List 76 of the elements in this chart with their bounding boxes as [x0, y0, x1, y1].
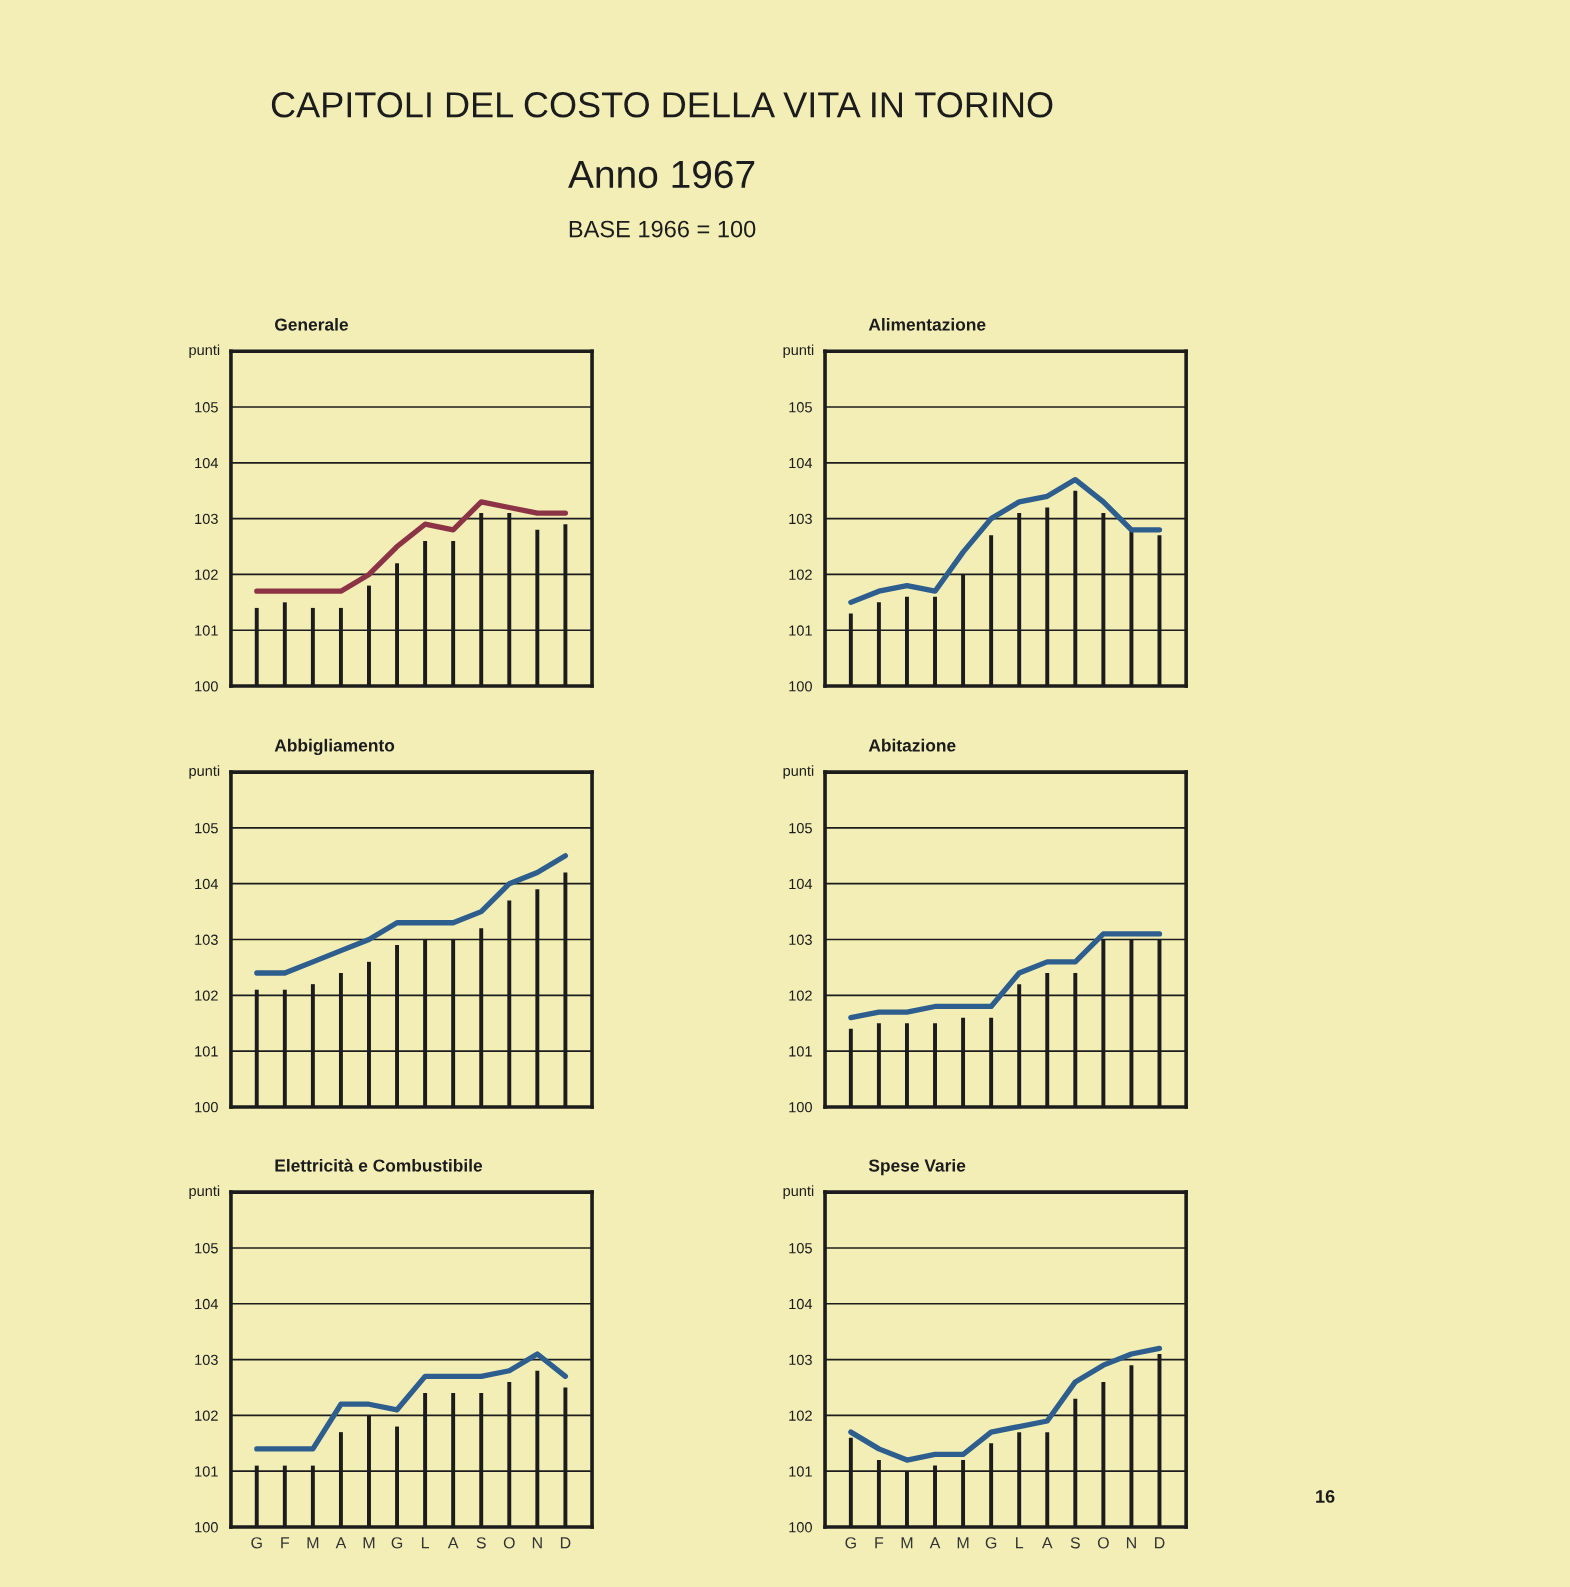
- y-tick-label: 100: [789, 681, 812, 692]
- x-tick-label: S: [1070, 1537, 1080, 1549]
- x-tick-label: A: [335, 1537, 347, 1549]
- y-tick-label: 104: [195, 457, 219, 469]
- text: BASE 1966 = 100: [569, 220, 756, 238]
- x-tick-label: M: [901, 1537, 913, 1549]
- chart-title: Spese Varie: [868, 1158, 966, 1176]
- y-axis-title: punti: [783, 1185, 814, 1199]
- x-tick-label: M: [307, 1537, 319, 1549]
- y-axis-title: punti: [189, 1185, 220, 1199]
- text: Anno 1967: [568, 160, 755, 189]
- y-tick-label: 100: [195, 1102, 218, 1113]
- y-axis-title: punti: [783, 344, 814, 358]
- x-tick-label: F: [281, 1537, 290, 1549]
- x-tick-label: G: [845, 1537, 856, 1549]
- x-tick-label: A: [1041, 1537, 1053, 1549]
- x-tick-label: A: [929, 1537, 941, 1549]
- y-tick-label: 100: [195, 1522, 218, 1533]
- x-tick-label: M: [363, 1537, 375, 1549]
- x-tick-label: L: [421, 1537, 430, 1549]
- x-tick-label: O: [1097, 1537, 1109, 1549]
- y-tick-label: 104: [195, 1298, 219, 1310]
- y-tick-label: 102: [789, 990, 812, 1001]
- y-tick-label: 101: [789, 625, 812, 636]
- chart-title: Alimentazione: [868, 318, 986, 331]
- y-tick-label: 105: [195, 402, 218, 413]
- x-tick-label: D: [1155, 1537, 1165, 1549]
- y-tick-label: 101: [195, 1046, 218, 1057]
- y-tick-label: 102: [195, 990, 218, 1001]
- chart-title: Abbigliamento: [274, 738, 395, 756]
- chart-title: Abitazione: [868, 738, 956, 752]
- text: CAPITOLI DEL COSTO DELLA VITA IN TORINO: [271, 92, 1053, 118]
- y-tick-label: 104: [789, 457, 813, 469]
- chart-title: Generale: [274, 318, 348, 331]
- y-tick-label: 101: [195, 625, 218, 636]
- y-tick-label: 102: [789, 1410, 812, 1421]
- y-tick-label: 101: [195, 1466, 218, 1477]
- y-tick-label: 104: [789, 878, 813, 890]
- y-tick-label: 104: [789, 1298, 813, 1310]
- x-tick-label: N: [1126, 1537, 1136, 1549]
- y-tick-label: 101: [789, 1046, 812, 1057]
- x-tick-label: G: [985, 1537, 997, 1549]
- y-tick-label: 100: [789, 1102, 812, 1113]
- y-axis-title: punti: [783, 765, 814, 779]
- y-tick-label: 105: [789, 1243, 812, 1254]
- chart-title: Elettricità e Combustibile: [275, 1158, 483, 1172]
- x-tick-label: D: [560, 1537, 571, 1549]
- y-tick-label: 105: [195, 822, 218, 834]
- x-tick-label: L: [1016, 1537, 1024, 1549]
- y-tick-label: 103: [789, 513, 812, 525]
- x-tick-label: G: [251, 1537, 262, 1549]
- y-tick-label: 102: [789, 569, 812, 580]
- y-axis-title: punti: [189, 765, 220, 779]
- y-tick-label: 101: [789, 1466, 812, 1477]
- y-tick-label: 105: [789, 822, 812, 834]
- x-tick-label: S: [476, 1537, 486, 1549]
- y-tick-label: 105: [195, 1243, 218, 1254]
- y-tick-label: 104: [195, 878, 219, 890]
- y-tick-label: 103: [789, 1354, 812, 1366]
- x-tick-label: N: [532, 1537, 542, 1549]
- x-tick-label: A: [447, 1537, 459, 1549]
- y-tick-label: 103: [195, 1354, 218, 1366]
- y-tick-label: 100: [195, 681, 218, 692]
- x-tick-label: F: [875, 1537, 884, 1549]
- x-tick-label: O: [503, 1537, 515, 1549]
- y-tick-label: 100: [789, 1522, 812, 1533]
- x-tick-label: G: [391, 1537, 403, 1549]
- y-tick-label: 105: [789, 402, 812, 413]
- y-tick-label: 103: [195, 934, 218, 945]
- y-tick-label: 103: [789, 934, 812, 945]
- text: 16: [1316, 1490, 1335, 1503]
- y-tick-label: 103: [195, 513, 218, 525]
- y-tick-label: 102: [195, 569, 218, 580]
- y-axis-title: punti: [189, 344, 220, 358]
- x-tick-label: M: [957, 1537, 969, 1549]
- y-tick-label: 102: [195, 1410, 218, 1421]
